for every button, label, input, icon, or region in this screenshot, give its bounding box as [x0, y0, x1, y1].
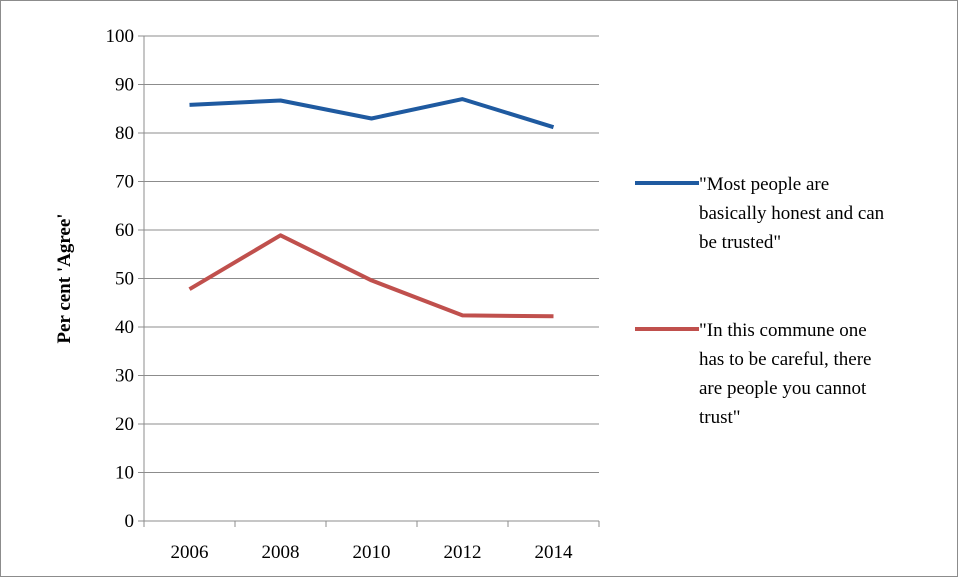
- series-line-1: [189, 97, 555, 130]
- legend-line: basically honest and can: [699, 203, 885, 224]
- y-tick-label: 100: [106, 26, 135, 47]
- y-tick-label: 0: [125, 511, 135, 532]
- legend-line: has to be careful, there: [699, 349, 872, 370]
- data-point: [370, 278, 374, 282]
- data-point: [188, 287, 192, 291]
- data-point: [461, 97, 465, 101]
- y-tick-label: 70: [115, 172, 134, 193]
- y-tick-label: 40: [115, 317, 134, 338]
- y-tick-label: 80: [115, 123, 134, 144]
- y-tick-label: 90: [115, 75, 134, 96]
- y-tick-label: 50: [115, 269, 134, 290]
- data-point: [188, 103, 192, 107]
- legend-line: trust": [699, 407, 741, 428]
- y-tick-label: 30: [115, 366, 134, 387]
- legend-line: "In this commune one: [699, 320, 867, 341]
- series-line-2: [188, 233, 554, 319]
- legend: "Most people are basically honest and can…: [635, 174, 885, 428]
- data-point: [552, 314, 556, 318]
- series-lines: [188, 97, 556, 319]
- y-axis-title: Per cent 'Agree': [54, 213, 75, 343]
- data-point: [370, 116, 374, 120]
- legend-entry-2: "In this commune one has to be careful, t…: [699, 320, 872, 428]
- y-tick-label: 60: [115, 220, 134, 241]
- legend-line: are people you cannot: [699, 378, 867, 399]
- legend-line: be trusted": [699, 232, 781, 253]
- x-tick-label: 2008: [262, 542, 300, 563]
- data-point: [461, 313, 465, 317]
- x-tick-label: 2014: [535, 542, 574, 563]
- data-point: [552, 125, 556, 129]
- data-point: [279, 99, 283, 103]
- gridlines: [144, 35, 599, 473]
- legend-entry-1: "Most people are basically honest and can…: [699, 174, 885, 253]
- data-point: [279, 233, 283, 237]
- x-tick-label: 2006: [171, 542, 209, 563]
- legend-line: "Most people are: [699, 174, 829, 195]
- y-tick-label: 10: [115, 463, 134, 484]
- x-tick-label: 2012: [444, 542, 482, 563]
- axes: 0 10 20 30 40 50 60 70 80 90 100 2006 2008 2010 2012 20…: [106, 26, 600, 563]
- y-tick-label: 20: [115, 414, 134, 435]
- x-tick-label: 2010: [353, 542, 391, 563]
